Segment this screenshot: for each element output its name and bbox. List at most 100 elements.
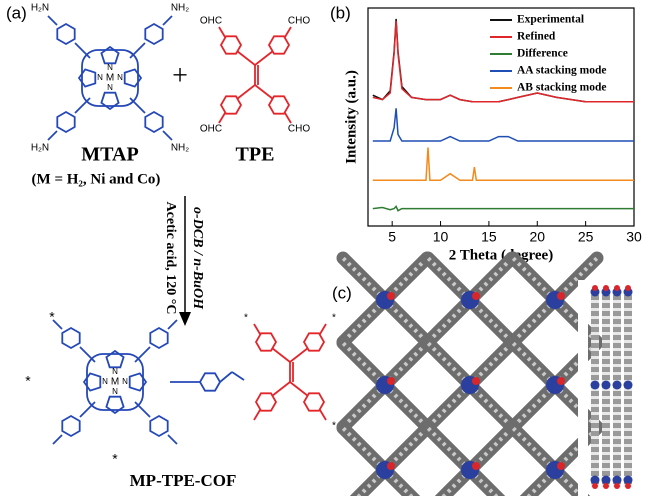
atom-label: OHC xyxy=(200,124,222,135)
bond xyxy=(284,112,292,124)
x-tick-label: 10 xyxy=(433,229,449,245)
bond xyxy=(218,26,226,38)
side-layer xyxy=(591,452,599,455)
side-layer xyxy=(591,364,599,367)
ring xyxy=(219,95,243,115)
side-layer xyxy=(613,316,621,319)
series-line xyxy=(372,108,634,142)
bond xyxy=(254,50,274,66)
bond xyxy=(162,130,173,141)
bond xyxy=(52,319,63,330)
side-layer xyxy=(591,300,599,303)
x-tick-label: 25 xyxy=(578,229,594,245)
side-layer xyxy=(591,356,599,359)
ring xyxy=(144,22,164,46)
side-layer xyxy=(613,444,621,447)
side-layer xyxy=(602,372,610,375)
side-atom xyxy=(614,483,620,489)
plus-sign: + xyxy=(172,60,188,91)
legend-label: AA stacking mode xyxy=(517,65,606,77)
node-atom xyxy=(472,292,480,300)
ring xyxy=(105,349,125,369)
atom-label: * xyxy=(332,313,336,324)
side-atom xyxy=(603,285,609,291)
bond xyxy=(79,401,96,418)
panel-label: (c) xyxy=(332,283,352,302)
node-atom xyxy=(387,462,395,470)
reaction-condition: o-DCB / n-BuOH xyxy=(190,207,205,310)
atom-label: N xyxy=(112,367,118,376)
atom-label: OHC xyxy=(200,16,222,27)
side-atom xyxy=(590,380,600,390)
atom-label: * xyxy=(25,373,31,389)
linker-highlight xyxy=(553,468,584,496)
atom-label: N xyxy=(107,83,113,92)
bond xyxy=(271,347,291,363)
atom-label: N xyxy=(112,387,118,396)
legend-label: Difference xyxy=(517,48,568,60)
ring xyxy=(149,414,169,438)
linker-highlight xyxy=(526,468,557,496)
ring xyxy=(100,91,120,111)
side-layer xyxy=(602,340,610,343)
side-layer xyxy=(602,436,610,439)
side-layer xyxy=(602,308,610,311)
node-atom xyxy=(557,377,565,385)
side-layer xyxy=(602,412,610,415)
y-axis-label: Intensity (a.u.) xyxy=(343,70,359,164)
side-layer xyxy=(591,444,599,447)
side-layer xyxy=(624,300,632,303)
linker-highlight xyxy=(341,256,387,302)
side-layer xyxy=(591,460,599,463)
node-atom xyxy=(472,377,480,385)
atom-label: N xyxy=(117,73,123,82)
linker-highlight xyxy=(511,298,557,344)
node-atom xyxy=(472,462,480,470)
side-atom xyxy=(592,483,598,489)
bond xyxy=(74,42,91,59)
atom-label: N xyxy=(97,73,103,82)
bond xyxy=(254,84,274,100)
ring xyxy=(267,35,291,55)
bond xyxy=(289,381,309,397)
ring xyxy=(149,326,169,350)
side-layer xyxy=(624,324,632,327)
x-tick-label: 15 xyxy=(481,229,497,245)
side-layer xyxy=(624,468,632,471)
linker-highlight xyxy=(426,298,472,344)
monomer-label: TPE xyxy=(236,144,275,166)
side-layer xyxy=(624,460,632,463)
atom-label: H₂N xyxy=(31,143,49,154)
side-layer xyxy=(613,340,621,343)
side-atom xyxy=(625,483,631,489)
bond xyxy=(219,371,233,383)
legend-label: AB stacking mode xyxy=(517,82,606,94)
ring xyxy=(128,372,148,392)
linker-highlight xyxy=(468,298,514,344)
panel-label: (a) xyxy=(6,3,27,22)
side-layer xyxy=(591,340,599,343)
linker-highlight xyxy=(553,383,599,429)
bond xyxy=(289,347,309,363)
linker-highlight xyxy=(383,468,414,496)
side-layer xyxy=(624,308,632,311)
product-label: MP-TPE-COF xyxy=(130,471,237,490)
side-layer xyxy=(613,412,621,415)
linker-highlight xyxy=(468,383,514,429)
side-layer xyxy=(591,420,599,423)
side-layer xyxy=(613,452,621,455)
monomer-label: MTAP xyxy=(81,144,138,166)
side-layer xyxy=(602,364,610,367)
xrd-chart: 5 10 15 20 25 30 2 Theta (degree) Intensity (a.… xyxy=(343,7,642,263)
side-layer xyxy=(591,372,599,375)
atom-label: N xyxy=(107,63,113,72)
ring xyxy=(56,22,76,46)
ring xyxy=(56,110,76,134)
reaction-condition: Acetic acid, 120 °C xyxy=(163,202,178,315)
side-layer xyxy=(624,420,632,423)
side-layer xyxy=(613,428,621,431)
side-layer xyxy=(613,420,621,423)
side-atom xyxy=(601,475,611,485)
bond xyxy=(231,371,245,381)
bond xyxy=(284,26,292,38)
